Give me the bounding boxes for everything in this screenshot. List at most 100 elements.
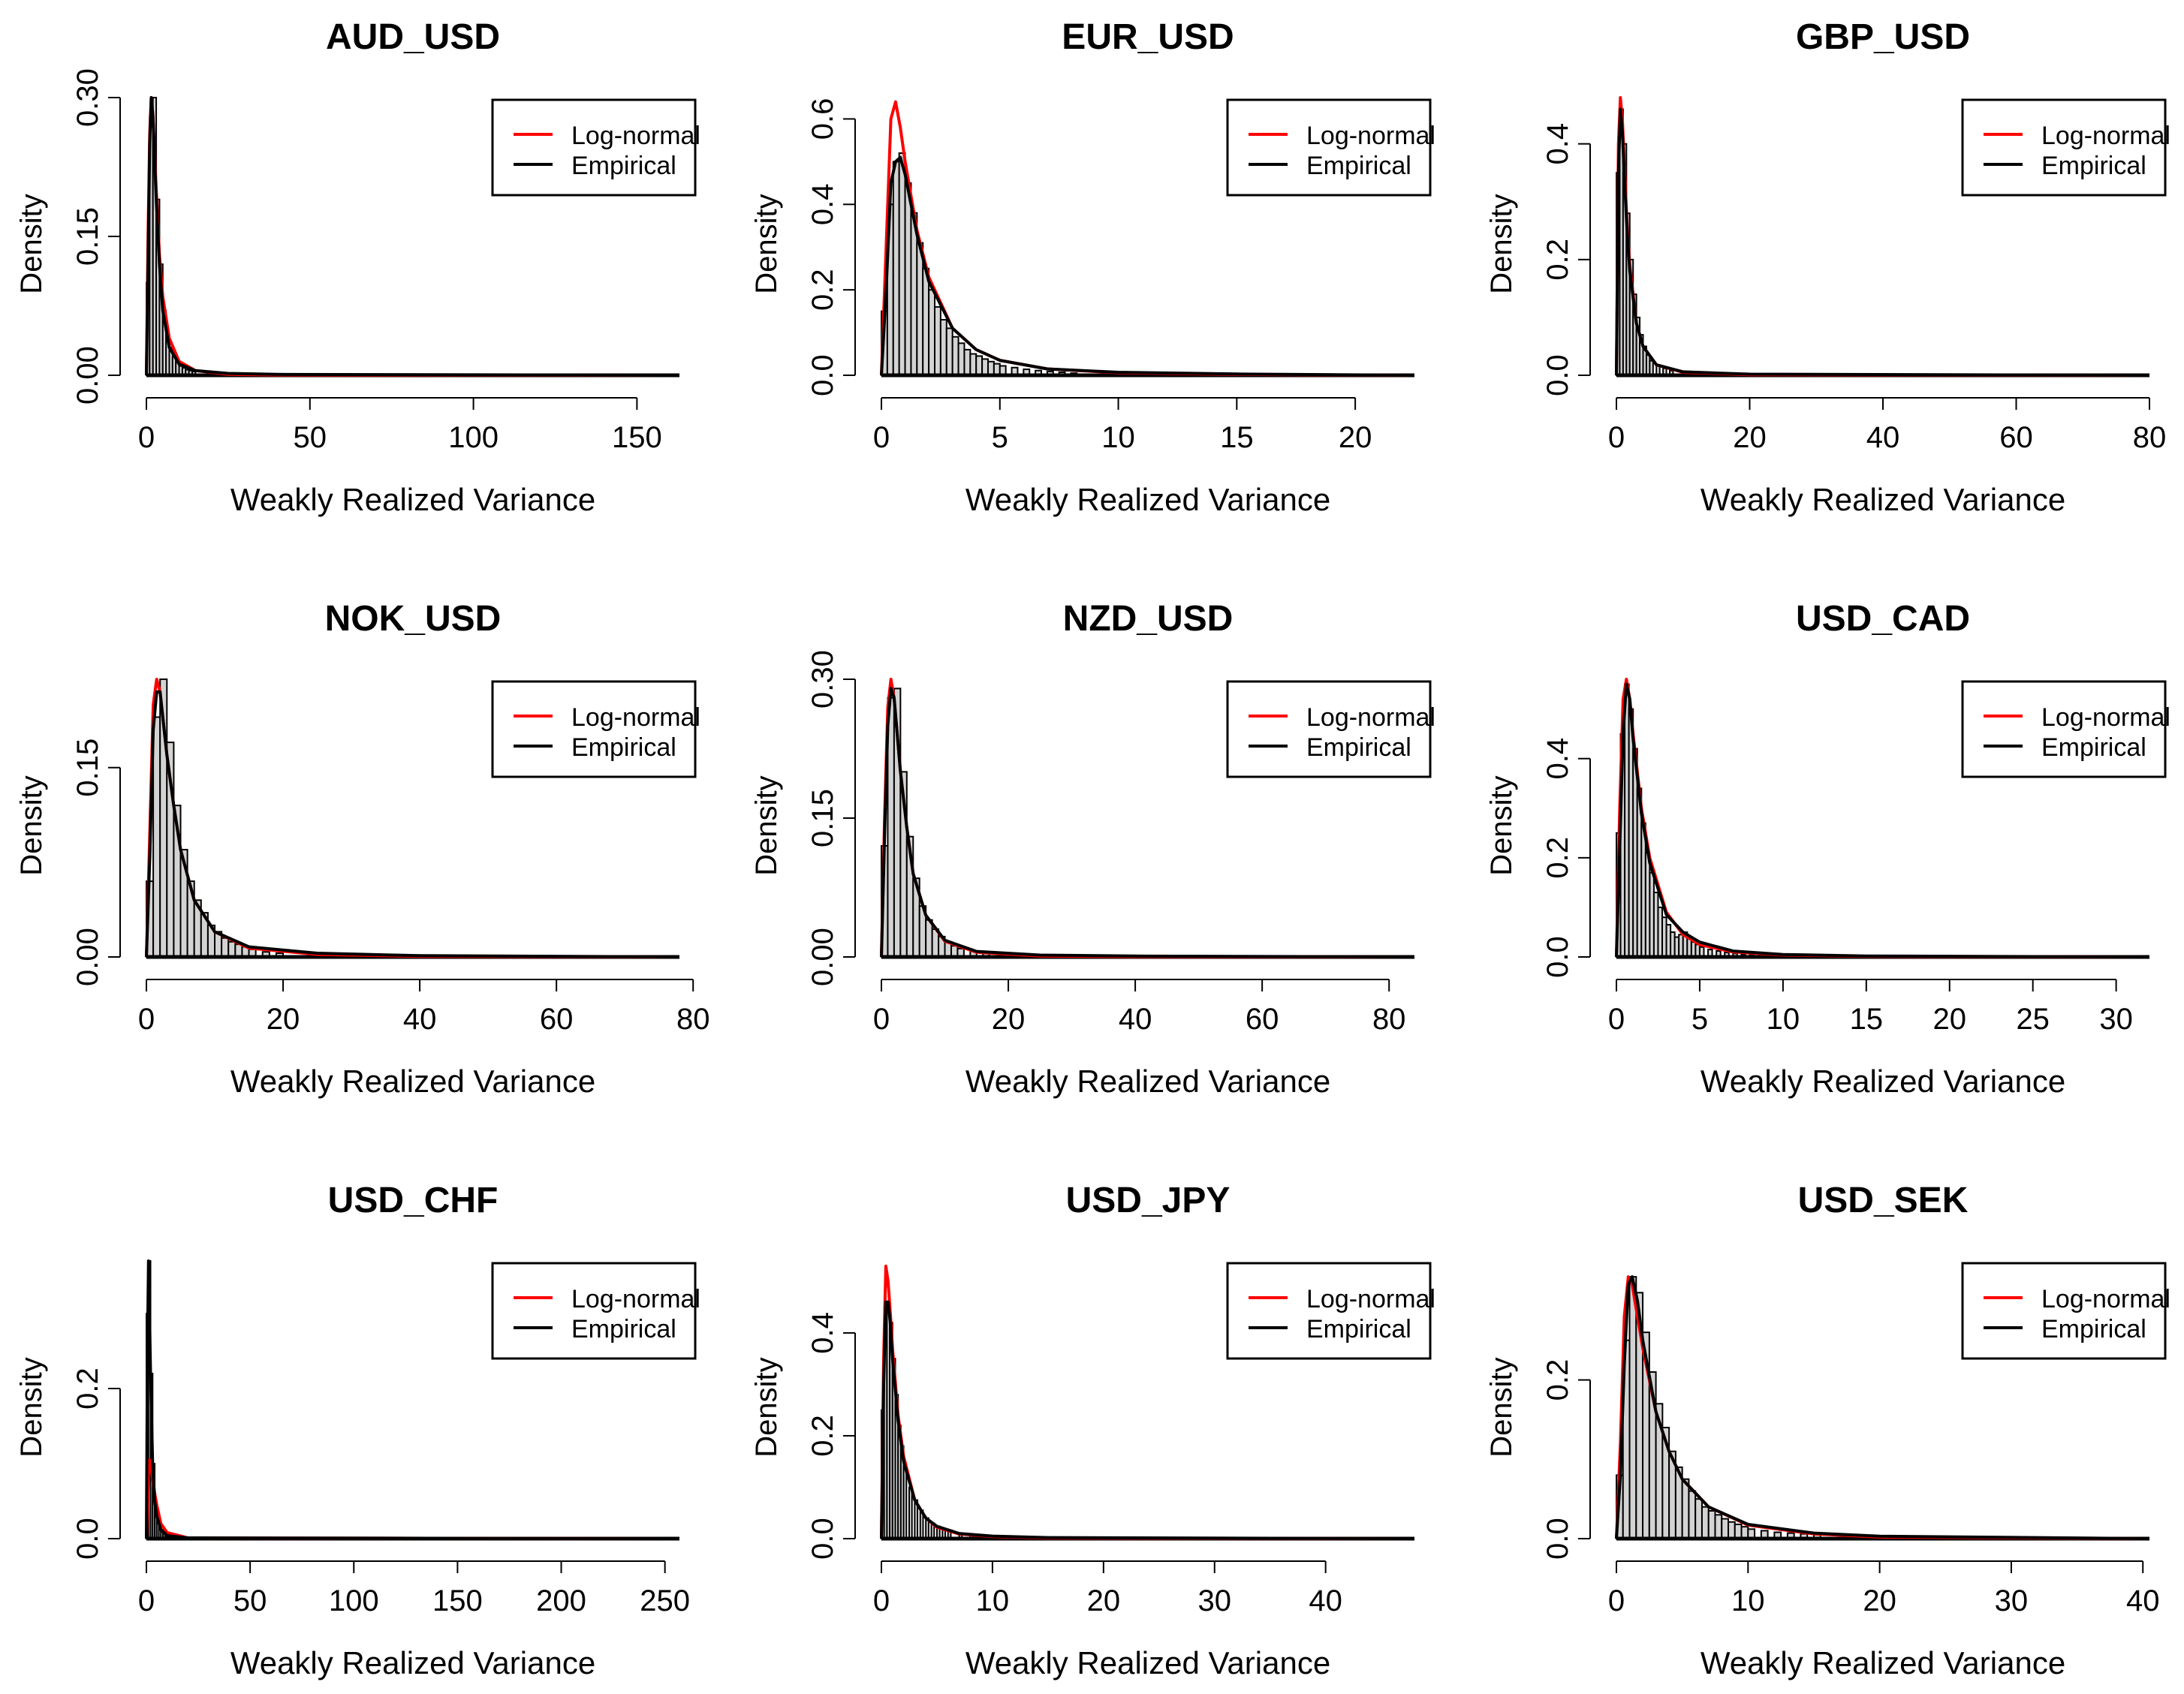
- x-axis-label: Weakly Realized Variance: [965, 1645, 1330, 1680]
- x-tick-label: 0: [873, 1003, 890, 1036]
- x-tick-label: 40: [1309, 1584, 1342, 1617]
- legend-label-lognormal: Log-normal: [571, 703, 700, 732]
- y-tick-label: 0.4: [806, 1312, 839, 1354]
- histogram-bar: [957, 342, 965, 376]
- y-tick-label: 0.2: [806, 269, 839, 311]
- histogram-bar: [1714, 1514, 1723, 1540]
- x-tick-label: 80: [676, 1003, 710, 1036]
- histogram-bar: [1649, 360, 1654, 376]
- y-tick-label: 0.00: [71, 346, 104, 405]
- histogram-bar: [969, 353, 978, 376]
- histogram-bar: [916, 242, 924, 376]
- histogram-bar: [902, 1466, 908, 1540]
- legend-label-lognormal: Log-normal: [2041, 122, 2170, 150]
- histogram-bar: [910, 212, 918, 377]
- legend-label-lognormal: Log-normal: [2041, 1285, 2170, 1313]
- y-tick-label: 0.15: [71, 739, 104, 797]
- x-tick-label: 0: [138, 1584, 155, 1617]
- histogram-bar: [1688, 1490, 1697, 1539]
- y-axis-label: Density: [1485, 775, 1518, 875]
- x-tick-label: 30: [1198, 1584, 1232, 1617]
- y-tick-label: 0.0: [1541, 354, 1574, 396]
- empirical-curve: [880, 1300, 1415, 1540]
- legend-box: [491, 680, 697, 778]
- x-tick-label: 200: [536, 1584, 586, 1617]
- x-tick-label: 10: [1101, 421, 1135, 454]
- legend-box: [1961, 680, 2167, 778]
- legend-box: [1226, 98, 1432, 197]
- x-tick-label: 0: [873, 421, 890, 454]
- x-axis-label: Weakly Realized Variance: [1701, 1645, 2065, 1680]
- y-tick-label: 0.4: [1541, 738, 1574, 780]
- x-tick-label: 50: [233, 1584, 267, 1617]
- chart-panel: 0 20 40 60 80 0.0 0.2 0.4 GBP_USD Weakly Realized…: [1485, 17, 2170, 517]
- chart-title: USD_CAD: [1796, 599, 1970, 639]
- x-tick-label: 50: [294, 421, 327, 454]
- x-tick-label: 0: [138, 1003, 155, 1036]
- x-tick-label: 20: [1087, 1584, 1121, 1617]
- legend-label-empirical: Empirical: [2041, 733, 2146, 762]
- empirical-curve: [145, 690, 680, 958]
- x-tick-label: 25: [2016, 1003, 2050, 1036]
- histogram-bar: [234, 943, 243, 958]
- y-tick-label: 0.2: [1541, 239, 1574, 281]
- chart-title: NOK_USD: [325, 599, 502, 639]
- chart-panel: 0 20 40 60 80 0.00 0.15 NOK_USD Weakly Realized …: [15, 599, 709, 1099]
- y-axis-label: Density: [15, 194, 48, 293]
- histogram-bar: [1707, 1510, 1716, 1539]
- x-tick-label: 10: [1731, 1584, 1765, 1617]
- y-tick-label: 0.0: [806, 1518, 839, 1560]
- histogram-bar: [1721, 1518, 1730, 1539]
- x-tick-label: 40: [1119, 1003, 1152, 1036]
- x-tick-label: 15: [1850, 1003, 1884, 1036]
- histogram-bar: [975, 355, 984, 376]
- y-axis-label: Density: [15, 1357, 48, 1457]
- empirical-curve: [145, 1259, 680, 1540]
- x-tick-label: 30: [1995, 1584, 2029, 1617]
- x-axis-label: Weakly Realized Variance: [230, 482, 595, 517]
- histogram-bar: [898, 152, 906, 376]
- chart-title: AUD_USD: [326, 17, 500, 57]
- legend-label-empirical: Empirical: [2041, 1315, 2146, 1343]
- y-axis-label: Density: [1485, 194, 1518, 293]
- empirical-curve: [880, 155, 1415, 377]
- histogram-bar: [963, 348, 972, 377]
- empirical-curve: [145, 96, 680, 377]
- y-tick-label: 0.6: [806, 98, 839, 140]
- histogram-bar: [908, 1486, 913, 1539]
- x-tick-label: 250: [640, 1584, 690, 1617]
- empirical-curve: [1615, 1275, 2150, 1540]
- x-tick-label: 100: [448, 421, 499, 454]
- x-tick-label: 10: [976, 1584, 1010, 1617]
- x-tick-label: 60: [540, 1003, 574, 1036]
- x-tick-label: 10: [1767, 1003, 1800, 1036]
- legend-label-empirical: Empirical: [1306, 1315, 1411, 1343]
- y-tick-label: 0.0: [806, 354, 839, 396]
- chart-title: EUR_USD: [1062, 17, 1234, 57]
- histogram-bar: [227, 940, 236, 958]
- legend-label-lognormal: Log-normal: [571, 122, 700, 150]
- legend-label-empirical: Empirical: [571, 152, 676, 180]
- chart-title: USD_SEK: [1798, 1181, 1969, 1220]
- histogram-bar: [928, 289, 935, 376]
- histogram-bar: [1694, 1498, 1703, 1539]
- histogram-bar: [904, 182, 912, 376]
- histogram-bar: [1628, 1276, 1637, 1539]
- y-tick-label: 0.30: [71, 68, 104, 127]
- legend-label-lognormal: Log-normal: [1306, 122, 1435, 150]
- legend-box: [1961, 1262, 2167, 1360]
- histogram-bar: [892, 161, 900, 376]
- x-tick-label: 20: [267, 1003, 300, 1036]
- x-tick-label: 0: [138, 421, 155, 454]
- y-axis-label: Density: [750, 194, 783, 293]
- x-tick-label: 20: [1933, 1003, 1967, 1036]
- x-tick-label: 20: [1339, 421, 1372, 454]
- x-tick-label: 0: [1608, 1584, 1625, 1617]
- chart-panel: 0 20 40 60 80 0.00 0.15 0.30 NZD_USD Weakly Reali…: [750, 599, 1435, 1099]
- y-tick-label: 0.2: [806, 1415, 839, 1457]
- empirical-curve: [880, 687, 1415, 958]
